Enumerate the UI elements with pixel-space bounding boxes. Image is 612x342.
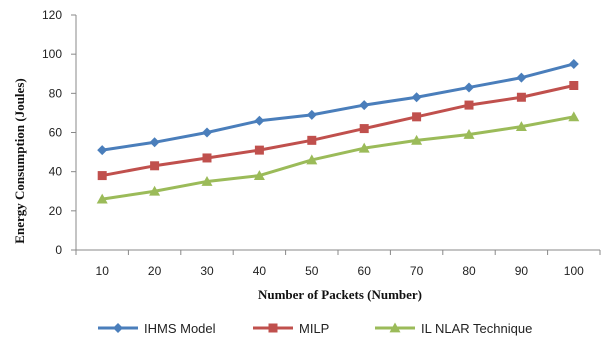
data-point-series-3 <box>253 170 265 180</box>
legend-label-1: IHMS Model <box>144 321 216 336</box>
data-point-series-2 <box>412 112 422 122</box>
data-point-series-2 <box>359 124 369 134</box>
chart-frame <box>75 15 600 251</box>
y-tick-label: 100 <box>42 47 62 61</box>
legend: IHMS Model MILP IL NLAR Technique <box>98 321 532 336</box>
legend-marker-2 <box>268 323 278 333</box>
legend-label-3: IL NLAR Technique <box>421 321 532 336</box>
x-tick-label: 80 <box>462 264 476 278</box>
data-point-series-3 <box>568 111 580 122</box>
data-point-series-1 <box>568 58 579 69</box>
legend-label-2: MILP <box>299 321 329 336</box>
x-tick-label: 10 <box>96 264 110 278</box>
series-line-3 <box>101 115 575 201</box>
y-axis-ticks: 0 20 40 60 80 100 120 <box>42 8 76 257</box>
data-point-series-2 <box>464 100 474 110</box>
y-tick-label: 40 <box>49 165 63 179</box>
y-tick-label: 0 <box>55 243 62 257</box>
data-point-series-3 <box>411 134 423 145</box>
x-tick-label: 40 <box>253 264 267 278</box>
data-point-series-2 <box>307 135 317 145</box>
x-tick-label: 70 <box>410 264 424 278</box>
data-point-series-3 <box>515 121 527 132</box>
data-point-series-3 <box>149 185 161 196</box>
data-point-series-2 <box>569 81 579 90</box>
y-tick-label: 120 <box>42 8 62 22</box>
x-tick-label: 100 <box>564 264 584 278</box>
x-tick-label: 50 <box>305 264 319 278</box>
data-point-series-3 <box>96 193 108 204</box>
data-point-series-1 <box>254 115 265 126</box>
data-point-series-1 <box>149 137 160 148</box>
x-tick-label: 90 <box>515 264 529 278</box>
data-point-series-1 <box>306 109 317 120</box>
data-point-series-2 <box>516 92 526 102</box>
x-tick-label: 20 <box>148 264 162 278</box>
y-tick-label: 20 <box>49 204 63 218</box>
x-tick-label: 30 <box>200 264 214 278</box>
y-axis-label: Energy Consumption (Joules) <box>12 78 27 243</box>
data-point-series-2 <box>254 145 264 155</box>
series-lines <box>101 62 575 201</box>
x-tick-label: 60 <box>358 264 372 278</box>
series-line-2 <box>101 84 575 178</box>
data-point-series-3 <box>358 142 370 153</box>
data-point-series-1 <box>516 72 527 83</box>
data-point-series-1 <box>97 145 108 156</box>
data-point-series-1 <box>359 100 370 111</box>
legend-marker-1 <box>113 323 123 333</box>
series-markers <box>96 58 580 204</box>
x-axis-label: Number of Packets (Number) <box>258 287 422 302</box>
y-tick-label: 60 <box>49 126 63 140</box>
data-point-series-3 <box>306 154 318 165</box>
data-point-series-1 <box>411 92 422 103</box>
data-point-series-1 <box>464 82 474 93</box>
y-tick-label: 80 <box>49 86 63 100</box>
data-point-series-2 <box>202 153 212 163</box>
legend-marker-3 <box>389 322 401 333</box>
data-point-series-1 <box>202 127 212 138</box>
x-axis-ticks: 10 20 30 40 50 60 70 80 90 100 <box>75 250 601 278</box>
series-line-1 <box>101 62 575 152</box>
data-point-series-2 <box>97 171 107 181</box>
data-point-series-2 <box>150 161 160 171</box>
data-point-series-3 <box>201 175 213 186</box>
data-point-series-3 <box>463 128 475 139</box>
